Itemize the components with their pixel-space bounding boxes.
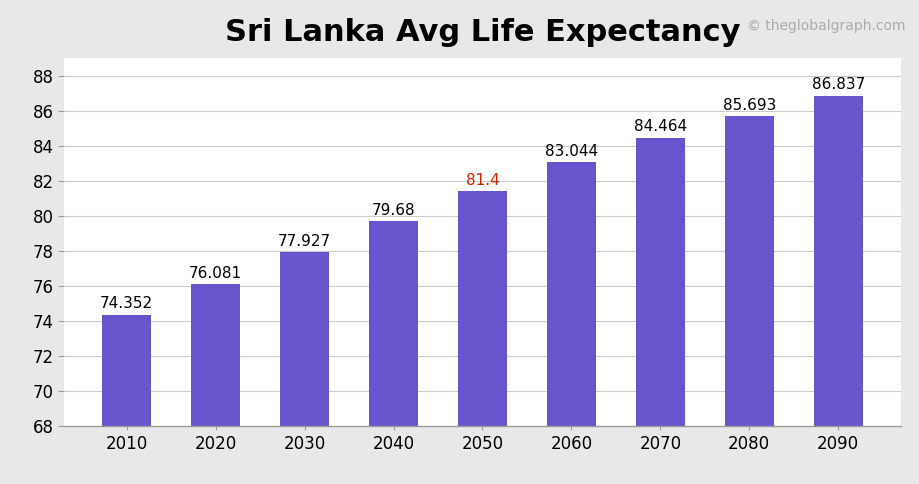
Text: 84.464: 84.464	[634, 119, 686, 134]
Bar	[102, 315, 152, 426]
Title: Sri Lanka Avg Life Expectancy: Sri Lanka Avg Life Expectancy	[225, 18, 740, 47]
Text: 77.927: 77.927	[278, 234, 331, 248]
Text: © theglobalgraph.com: © theglobalgraph.com	[747, 19, 905, 33]
Bar	[280, 252, 329, 426]
Bar	[813, 96, 863, 426]
Bar	[458, 191, 507, 426]
Bar	[725, 116, 774, 426]
Text: 79.68: 79.68	[372, 203, 415, 218]
Text: 76.081: 76.081	[189, 266, 243, 281]
Bar	[369, 221, 418, 426]
Text: 85.693: 85.693	[722, 97, 776, 112]
Bar	[547, 163, 596, 426]
Text: 83.044: 83.044	[545, 144, 598, 159]
Text: 86.837: 86.837	[811, 77, 865, 92]
Bar	[636, 137, 685, 426]
Text: 74.352: 74.352	[100, 296, 153, 311]
Text: 81.4: 81.4	[466, 173, 499, 188]
Bar	[191, 285, 240, 426]
